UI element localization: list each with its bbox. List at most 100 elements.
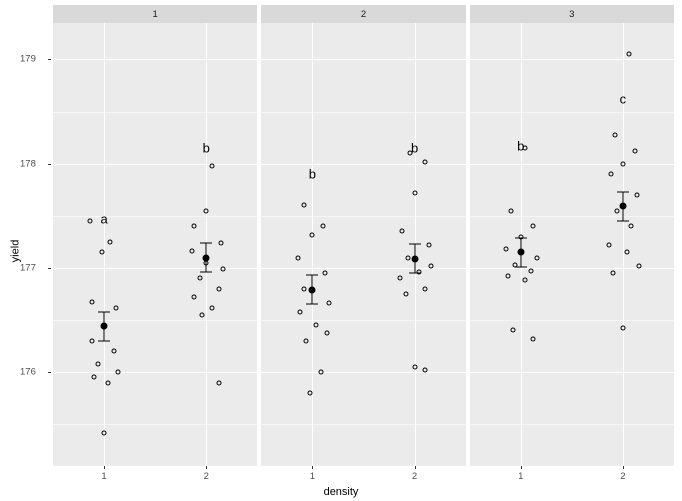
data-point	[302, 203, 307, 208]
x-tick-label: 2	[204, 471, 209, 482]
grid-h-minor	[470, 112, 674, 113]
data-point	[216, 286, 221, 291]
mean-point	[411, 255, 418, 262]
data-point	[629, 224, 634, 229]
y-axis-title: yield	[9, 239, 21, 262]
x-tick-mark	[415, 466, 416, 469]
grid-h-major	[470, 372, 674, 373]
mean-point	[309, 286, 316, 293]
mean-point	[101, 323, 108, 330]
data-point	[91, 375, 96, 380]
data-point	[102, 430, 107, 435]
data-point	[624, 250, 629, 255]
data-point	[95, 361, 100, 366]
y-tick-label: 177	[20, 262, 46, 273]
data-point	[530, 224, 535, 229]
data-point	[210, 163, 215, 168]
grid-h-minor	[261, 320, 465, 321]
mean-point	[517, 249, 524, 256]
data-point	[220, 266, 225, 271]
y-tick-mark	[48, 164, 51, 165]
data-point	[508, 208, 513, 213]
x-tick-mark	[104, 466, 105, 469]
grid-h-major	[261, 59, 465, 60]
y-tick-label: 178	[20, 158, 46, 169]
x-tick-mark	[206, 466, 207, 469]
error-cap	[515, 266, 527, 267]
x-tick-mark	[623, 466, 624, 469]
data-point	[310, 232, 315, 237]
facet-panel: bb	[261, 23, 465, 466]
error-cap	[306, 304, 318, 305]
data-point	[620, 326, 625, 331]
error-cap	[306, 275, 318, 276]
grid-h-major	[53, 164, 257, 165]
data-point	[404, 292, 409, 297]
error-cap	[98, 311, 110, 312]
error-cap	[200, 242, 212, 243]
data-point	[204, 208, 209, 213]
grid-h-minor	[470, 424, 674, 425]
data-point	[637, 263, 642, 268]
x-tick-label: 2	[412, 471, 417, 482]
data-point	[608, 172, 613, 177]
data-point	[510, 328, 515, 333]
facet-panels: 1ab2bb3bc	[53, 5, 674, 466]
data-point	[308, 391, 313, 396]
grid-h-minor	[470, 320, 674, 321]
y-tick-mark	[48, 59, 51, 60]
data-point	[412, 364, 417, 369]
grid-h-minor	[261, 216, 465, 217]
data-point	[530, 336, 535, 341]
data-point	[518, 234, 523, 239]
data-point	[108, 239, 113, 244]
data-point	[89, 338, 94, 343]
group-annotation: c	[620, 92, 627, 107]
y-tick-label: 179	[20, 54, 46, 65]
data-point	[612, 132, 617, 137]
grid-h-minor	[53, 112, 257, 113]
data-point	[426, 243, 431, 248]
data-point	[116, 370, 121, 375]
data-point	[610, 271, 615, 276]
grid-h-minor	[261, 424, 465, 425]
facet-column: 2bb	[261, 5, 465, 466]
grid-h-minor	[470, 216, 674, 217]
data-point	[412, 190, 417, 195]
x-axis-title: density	[324, 486, 359, 498]
x-tick-label: 2	[620, 471, 625, 482]
grid-h-major	[261, 372, 465, 373]
data-point	[200, 312, 205, 317]
data-point	[324, 330, 329, 335]
grid-v-major	[312, 23, 313, 466]
data-point	[606, 243, 611, 248]
grid-v-major	[104, 23, 105, 466]
grid-h-major	[53, 59, 257, 60]
mean-point	[203, 254, 210, 261]
x-tick-label: 1	[518, 471, 523, 482]
data-point	[320, 224, 325, 229]
grid-h-minor	[53, 216, 257, 217]
group-annotation: b	[203, 141, 210, 156]
group-annotation: b	[517, 138, 524, 153]
error-cap	[409, 243, 421, 244]
grid-h-major	[470, 268, 674, 269]
data-point	[198, 276, 203, 281]
data-point	[106, 380, 111, 385]
data-point	[422, 286, 427, 291]
data-point	[189, 249, 194, 254]
data-point	[627, 52, 632, 57]
grid-h-minor	[261, 112, 465, 113]
data-point	[522, 278, 527, 283]
data-point	[614, 208, 619, 213]
error-cap	[617, 191, 629, 192]
x-tick-label: 1	[310, 471, 315, 482]
error-cap	[617, 221, 629, 222]
data-point	[298, 309, 303, 314]
facet-strip: 2	[261, 5, 465, 23]
error-cap	[98, 340, 110, 341]
grid-h-major	[53, 268, 257, 269]
data-point	[620, 161, 625, 166]
data-point	[506, 274, 511, 279]
data-point	[528, 269, 533, 274]
